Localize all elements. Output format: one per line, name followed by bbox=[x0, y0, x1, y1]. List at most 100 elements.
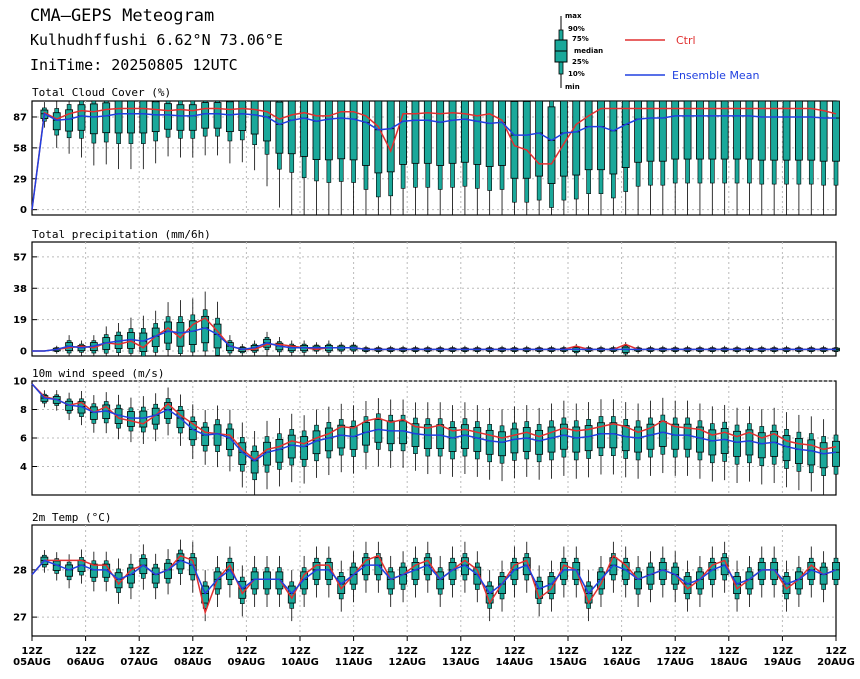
box-body bbox=[634, 426, 642, 453]
y-tick-label: 0 bbox=[20, 347, 27, 358]
box-body bbox=[89, 103, 98, 135]
box-body bbox=[720, 100, 729, 160]
x-tick-label-hour: 12Z bbox=[718, 646, 739, 657]
box-body bbox=[634, 100, 642, 163]
box-body bbox=[89, 563, 98, 578]
box-body bbox=[819, 442, 828, 469]
x-tick-label-hour: 12Z bbox=[557, 646, 578, 657]
box-body bbox=[324, 100, 333, 161]
box-body bbox=[188, 320, 197, 345]
x-tick-label-hour: 12Z bbox=[75, 646, 96, 657]
box-body bbox=[733, 430, 741, 457]
y-tick-label: 4 bbox=[20, 462, 27, 473]
box-body bbox=[139, 100, 148, 134]
box-body bbox=[423, 100, 432, 164]
box-body bbox=[226, 428, 234, 450]
box-body bbox=[584, 425, 593, 452]
x-tick-label-hour: 12Z bbox=[825, 646, 846, 657]
box-body bbox=[757, 562, 766, 580]
box-body bbox=[176, 104, 185, 131]
box-body bbox=[114, 100, 123, 134]
panel-title: Total precipitation (mm/6h) bbox=[32, 228, 211, 241]
box-body bbox=[485, 429, 494, 455]
box-body bbox=[250, 100, 259, 135]
box-body bbox=[250, 450, 259, 474]
box-body bbox=[720, 428, 729, 454]
box-body bbox=[498, 100, 506, 166]
box-body bbox=[300, 100, 309, 157]
y-tick-label: 6 bbox=[20, 434, 27, 445]
box-body bbox=[312, 562, 321, 580]
x-tick-label-hour: 12Z bbox=[665, 646, 686, 657]
y-tick-label: 0 bbox=[20, 205, 27, 216]
x-tick-label-date: 14AUG bbox=[496, 657, 534, 668]
box-body bbox=[683, 100, 692, 160]
ensemble-mean-line bbox=[31, 383, 837, 462]
x-tick-label-date: 12AUG bbox=[388, 657, 426, 668]
x-tick-label-date: 16AUG bbox=[603, 657, 641, 668]
box-body bbox=[498, 431, 506, 457]
box-body bbox=[621, 425, 630, 452]
box-body bbox=[634, 571, 642, 590]
box-body bbox=[386, 420, 395, 445]
legend-box-label: min bbox=[565, 83, 580, 91]
ctrl-line bbox=[31, 107, 837, 210]
y-tick-label: 57 bbox=[13, 252, 27, 263]
box-body bbox=[819, 100, 828, 162]
box-body bbox=[683, 423, 692, 450]
box-body bbox=[646, 100, 655, 162]
box-body bbox=[770, 100, 779, 161]
box-body bbox=[572, 100, 581, 176]
box-body bbox=[621, 562, 630, 580]
x-tick-label-date: 08AUG bbox=[174, 657, 212, 668]
legend-box-label: median bbox=[574, 47, 603, 55]
x-tick-label-hour: 12Z bbox=[504, 646, 525, 657]
box-body bbox=[275, 439, 284, 463]
box-body bbox=[77, 104, 86, 131]
box-body bbox=[708, 100, 717, 160]
panel-title: 2m Temp (°C) bbox=[32, 511, 111, 524]
box-body bbox=[300, 436, 309, 460]
box-body bbox=[646, 423, 655, 450]
x-tick-label-date: 15AUG bbox=[549, 657, 587, 668]
box-body bbox=[436, 100, 445, 166]
box-body bbox=[708, 429, 717, 456]
x-tick-label-date: 19AUG bbox=[764, 657, 802, 668]
x-tick-label-hour: 12Z bbox=[611, 646, 632, 657]
box-body bbox=[263, 441, 271, 466]
x-tick-label-hour: 12Z bbox=[182, 646, 203, 657]
y-tick-label: 38 bbox=[13, 284, 27, 295]
box-body bbox=[609, 100, 618, 175]
legend-ctrl-label: Ctrl bbox=[676, 34, 696, 47]
x-tick-label-date: 05AUG bbox=[13, 657, 51, 668]
box-body bbox=[436, 571, 445, 590]
legend-box-label: 25% bbox=[572, 58, 589, 66]
box-body bbox=[671, 100, 680, 160]
box-body bbox=[807, 439, 816, 466]
panel-frame bbox=[31, 241, 837, 357]
ensemble-mean-line bbox=[31, 112, 836, 210]
box-body bbox=[832, 100, 840, 162]
panel-title: Total Cloud Cover (%) bbox=[32, 86, 171, 99]
init-time: IniTime: 20250805 12UTC bbox=[30, 56, 238, 74]
box-body bbox=[733, 576, 741, 595]
box-body bbox=[832, 440, 840, 467]
box-body bbox=[597, 422, 605, 449]
box-body bbox=[151, 101, 160, 133]
y-tick-label: 10 bbox=[13, 377, 27, 388]
x-tick-label-hour: 12Z bbox=[129, 646, 150, 657]
y-tick-label: 19 bbox=[13, 315, 27, 326]
box-body bbox=[572, 426, 581, 453]
box-body bbox=[461, 424, 469, 450]
box-body bbox=[139, 410, 148, 428]
box-body bbox=[238, 100, 247, 131]
box-body bbox=[238, 442, 247, 465]
box-body bbox=[201, 102, 210, 129]
box-body bbox=[819, 566, 828, 585]
station-location: Kulhudhffushi 6.62°N 73.06°E bbox=[30, 31, 283, 49]
x-tick-label-date: 13AUG bbox=[442, 657, 480, 668]
box-body bbox=[263, 571, 271, 590]
box-body bbox=[164, 103, 172, 130]
x-tick-label-hour: 12Z bbox=[397, 646, 418, 657]
